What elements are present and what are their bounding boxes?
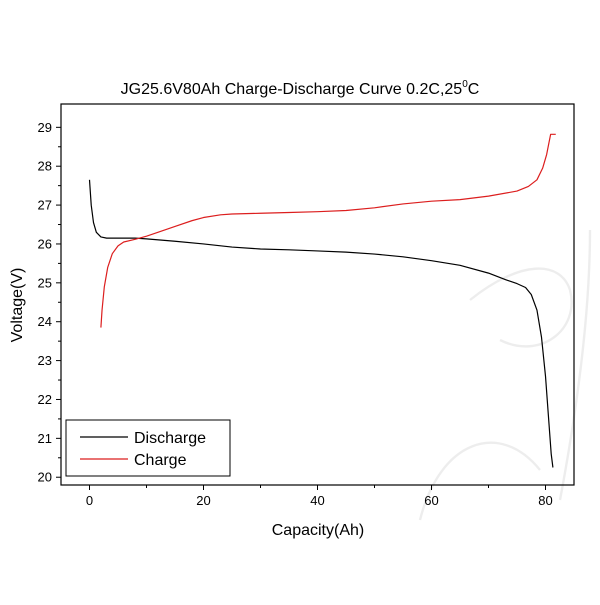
- chart-title-suffix: C: [468, 81, 480, 98]
- axis-tick-labels: 0 20 40 60 80 20 21 22 23 24 25 26 27 28 29: [38, 120, 553, 508]
- x-tick-label-40: 40: [310, 493, 324, 508]
- y-tick-label-23: 23: [38, 353, 52, 368]
- y-tick-label-26: 26: [38, 236, 52, 251]
- x-axis-title: Capacity(Ah): [272, 522, 364, 539]
- y-axis-title: Voltage(V): [9, 268, 26, 343]
- axis-ticks: [56, 126, 546, 490]
- series-line-discharge: [88, 179, 554, 468]
- y-tick-label-22: 22: [38, 392, 52, 407]
- y-tick-label-27: 27: [38, 198, 52, 213]
- y-tick-label-29: 29: [38, 120, 52, 135]
- x-tick-label-0: 0: [86, 493, 93, 508]
- chart-title: JG25.6V80Ah Charge-Discharge Curve 0.2C,…: [121, 79, 480, 98]
- legend-label-discharge: Discharge: [134, 430, 206, 447]
- watermark-strokes: [418, 229, 592, 521]
- y-tick-label-20: 20: [38, 470, 52, 485]
- series-lines: [88, 133, 556, 468]
- x-tick-label-20: 20: [196, 493, 210, 508]
- y-tick-label-28: 28: [38, 159, 52, 174]
- chart-title-text: JG25.6V80Ah Charge-Discharge Curve 0.2C,…: [121, 81, 463, 98]
- legend-box: [65, 419, 231, 477]
- series-line-charge: [100, 133, 556, 328]
- y-tick-label-25: 25: [38, 275, 52, 290]
- x-tick-label-60: 60: [424, 493, 438, 508]
- chart-title-superscript: 0: [462, 79, 468, 90]
- x-tick-label-80: 80: [538, 493, 552, 508]
- legend: Discharge Charge: [65, 419, 231, 477]
- legend-label-charge: Charge: [134, 452, 187, 469]
- y-tick-label-21: 21: [38, 431, 52, 446]
- y-tick-label-24: 24: [38, 314, 52, 329]
